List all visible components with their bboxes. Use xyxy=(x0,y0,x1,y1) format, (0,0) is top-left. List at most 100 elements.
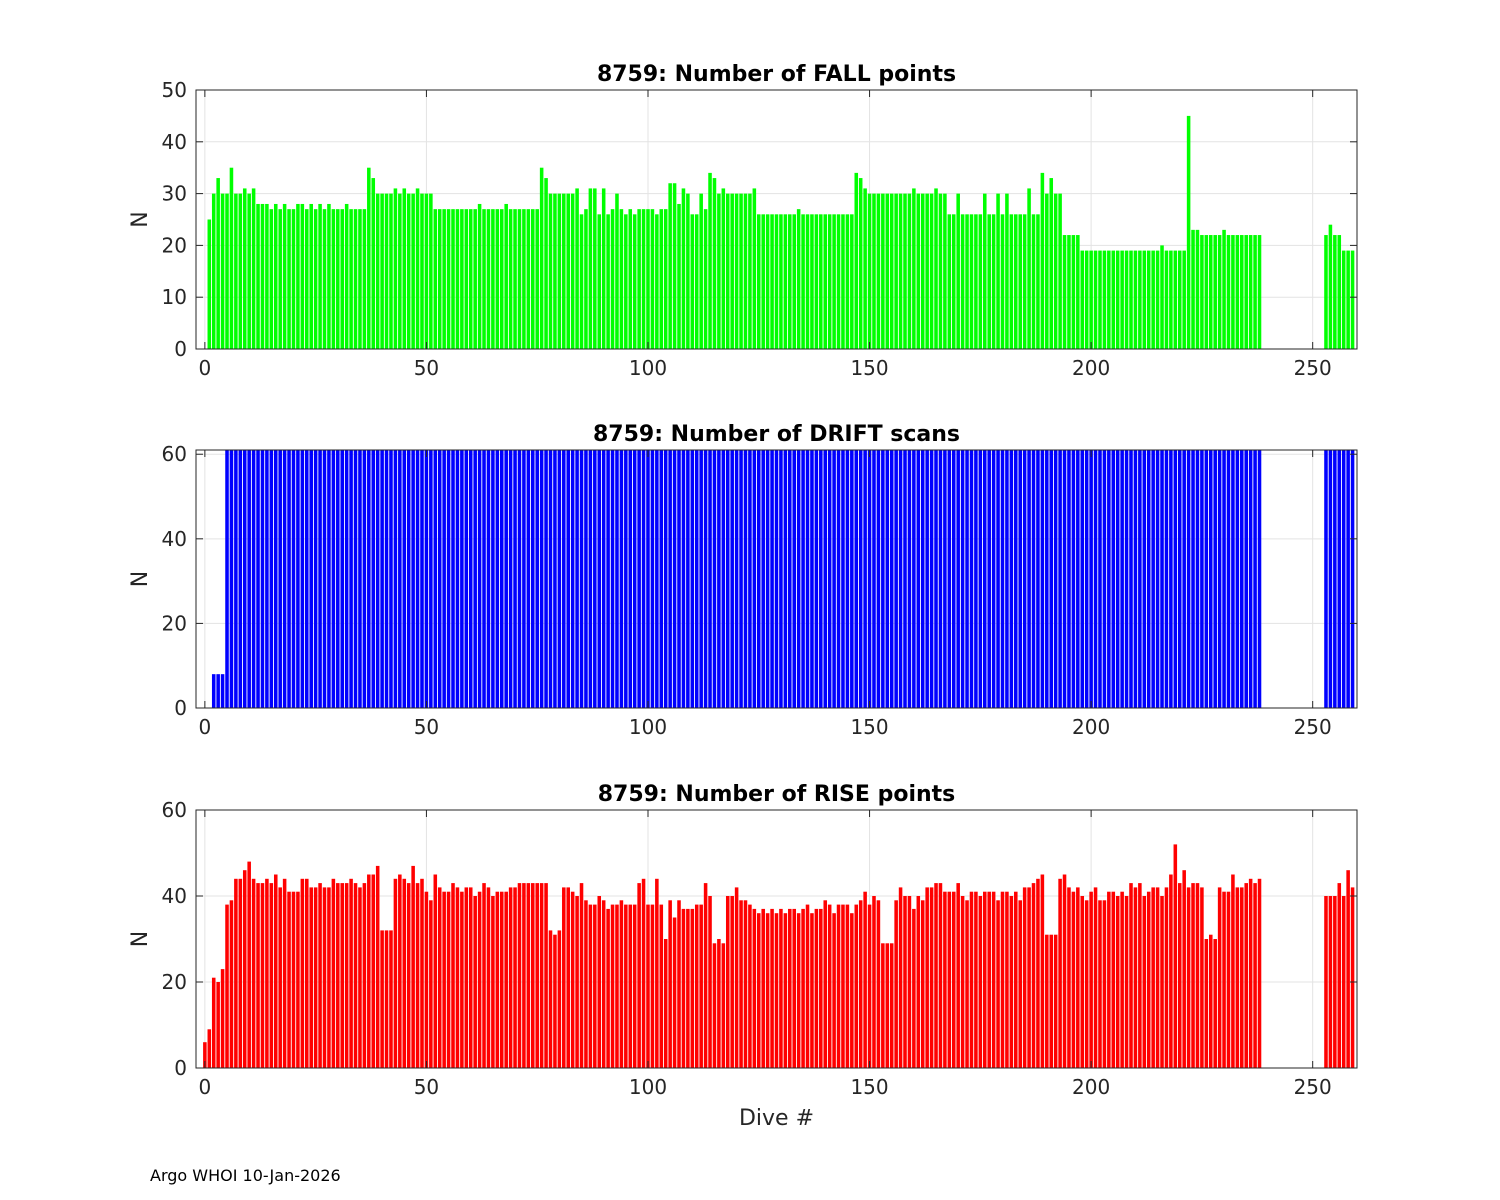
bar xyxy=(991,214,996,349)
bar xyxy=(437,450,442,708)
bar xyxy=(761,214,765,349)
bar xyxy=(920,900,925,1068)
bar xyxy=(220,193,225,349)
bar xyxy=(779,450,783,708)
bar xyxy=(703,450,708,708)
bar xyxy=(1222,229,1226,349)
bar xyxy=(712,943,717,1068)
bar xyxy=(934,883,938,1068)
bar xyxy=(269,883,274,1068)
bar xyxy=(278,887,282,1068)
bar xyxy=(761,908,765,1068)
bar xyxy=(628,904,633,1068)
bar xyxy=(1200,235,1204,349)
bar xyxy=(535,450,539,708)
bar xyxy=(1151,250,1155,349)
y-tick-label: 40 xyxy=(162,527,187,551)
bar xyxy=(1111,891,1116,1068)
bar xyxy=(920,450,925,708)
bar xyxy=(358,887,362,1068)
bar xyxy=(947,450,952,708)
bar xyxy=(1333,896,1337,1068)
bar xyxy=(265,878,269,1068)
bar xyxy=(916,896,921,1068)
bar xyxy=(1053,934,1058,1068)
bar xyxy=(1248,878,1253,1068)
bar xyxy=(318,883,322,1068)
bar xyxy=(1133,250,1138,349)
bar xyxy=(1031,450,1036,708)
bar xyxy=(242,450,247,708)
bar xyxy=(739,450,743,708)
bar xyxy=(327,887,331,1068)
bar xyxy=(854,450,859,708)
bar xyxy=(1208,235,1213,349)
bar xyxy=(353,883,358,1068)
bar xyxy=(513,450,517,708)
bar xyxy=(579,883,584,1068)
bar xyxy=(451,450,455,708)
bar xyxy=(305,878,309,1068)
bar xyxy=(256,883,260,1068)
bar xyxy=(655,214,659,349)
bar xyxy=(1222,891,1226,1068)
bar xyxy=(579,450,584,708)
bar xyxy=(415,450,420,708)
bar xyxy=(468,209,473,349)
bar xyxy=(1009,896,1014,1068)
bar xyxy=(424,450,429,708)
bar xyxy=(597,450,602,708)
bar xyxy=(349,878,353,1068)
bar xyxy=(982,891,987,1068)
bar xyxy=(836,214,841,349)
bar xyxy=(384,930,389,1068)
bar xyxy=(460,450,464,708)
bar xyxy=(535,883,539,1068)
bar xyxy=(424,891,429,1068)
bar xyxy=(814,214,819,349)
x-tick-label: 150 xyxy=(850,356,888,380)
y-tick-label: 30 xyxy=(162,182,187,206)
bar xyxy=(1067,887,1071,1068)
bar xyxy=(1182,250,1186,349)
bar xyxy=(398,450,402,708)
rise-x-axis-label: Dive # xyxy=(739,1106,814,1131)
bar xyxy=(433,450,438,708)
bar xyxy=(876,900,881,1068)
bar xyxy=(663,450,668,708)
bar xyxy=(708,172,712,349)
bar xyxy=(309,203,313,349)
bar xyxy=(712,178,717,349)
bar xyxy=(247,193,251,349)
bar xyxy=(951,450,956,708)
bar xyxy=(318,450,322,708)
x-tick-label: 250 xyxy=(1294,1075,1332,1099)
bar xyxy=(296,203,300,349)
bar xyxy=(717,939,721,1068)
bar xyxy=(1009,214,1014,349)
bar xyxy=(460,891,464,1068)
bar xyxy=(1129,250,1133,349)
bar xyxy=(898,887,903,1068)
bar xyxy=(1133,450,1138,708)
bar xyxy=(1040,172,1045,349)
bar xyxy=(1226,891,1231,1068)
bar xyxy=(1226,450,1231,708)
bar xyxy=(499,891,504,1068)
x-tick-label: 200 xyxy=(1072,356,1110,380)
drift-chart-title: 8759: Number of DRIFT scans xyxy=(593,422,960,447)
bar xyxy=(411,193,415,349)
bar xyxy=(894,450,898,708)
bar xyxy=(836,450,841,708)
bar xyxy=(1169,874,1173,1068)
bar xyxy=(694,904,699,1068)
bar xyxy=(951,891,956,1068)
bar xyxy=(969,891,974,1068)
bar xyxy=(987,214,991,349)
bar xyxy=(1146,891,1151,1068)
bar xyxy=(1053,450,1058,708)
bar xyxy=(216,178,220,349)
bar xyxy=(1049,178,1054,349)
bar xyxy=(1000,214,1005,349)
bar xyxy=(1328,224,1333,349)
